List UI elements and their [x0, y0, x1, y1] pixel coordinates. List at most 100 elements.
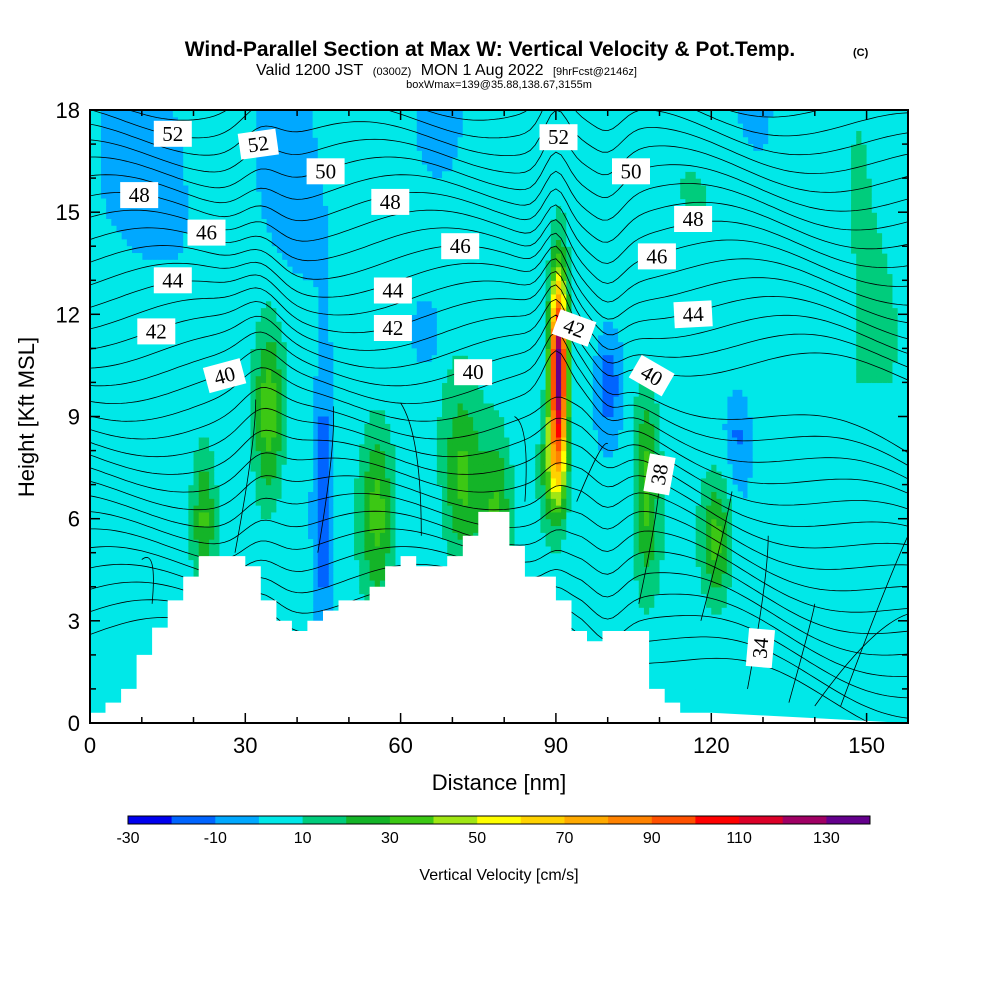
vv-cell: [229, 511, 236, 520]
vv-cell: [276, 382, 283, 390]
vv-cell: [400, 130, 407, 138]
vv-cell: [333, 150, 340, 159]
vv-cell: [110, 695, 117, 704]
vv-cell: [369, 566, 376, 574]
vv-cell: [343, 239, 350, 247]
vv-cell: [162, 355, 169, 363]
vv-cell: [100, 382, 107, 390]
vv-cell: [333, 593, 340, 601]
vv-cell: [297, 586, 303, 595]
vv-cell: [410, 273, 417, 281]
vv-cell: [115, 477, 122, 486]
vv-cell: [188, 518, 195, 527]
vv-cell: [307, 436, 314, 445]
vv-cell: [152, 362, 158, 370]
vv-cell: [136, 620, 143, 629]
vv-cell: [322, 137, 329, 145]
vv-cell: [115, 232, 122, 241]
vv-cell: [364, 484, 371, 493]
vv-cell: [359, 314, 365, 322]
vv-cell: [271, 518, 277, 527]
vv-cell: [364, 525, 371, 533]
vv-cell: [121, 368, 127, 377]
vv-cell: [410, 253, 417, 261]
vv-cell: [193, 164, 200, 172]
vv-cell: [410, 348, 417, 356]
vv-cell: [410, 225, 417, 234]
vv-cell: [209, 157, 215, 166]
vv-cell: [302, 368, 309, 377]
vv-cell: [410, 525, 417, 533]
vv-cell: [359, 178, 365, 186]
vv-cell: [131, 648, 138, 656]
vv-cell: [245, 184, 252, 193]
vv-cell: [229, 321, 236, 329]
vv-cell: [405, 457, 412, 465]
vv-cell: [203, 130, 210, 138]
vv-cell: [245, 430, 252, 438]
vv-cell: [385, 157, 391, 166]
vv-cell: [291, 443, 298, 452]
vv-cell: [271, 457, 277, 465]
vv-cell: [354, 198, 360, 206]
vv-cell: [229, 518, 236, 527]
vv-cell: [224, 532, 231, 540]
vv-cell: [234, 498, 241, 506]
vv-cell: [115, 600, 122, 608]
vv-cell: [302, 539, 309, 547]
vv-cell: [338, 232, 345, 241]
vv-cell: [188, 314, 195, 322]
vv-cell: [291, 314, 298, 322]
vv-cell: [260, 532, 267, 540]
vv-cell: [245, 389, 252, 397]
vv-cell: [271, 545, 277, 554]
vv-cell: [348, 191, 355, 200]
vv-cell: [214, 443, 221, 452]
vv-cell: [110, 341, 117, 349]
vv-cell: [162, 314, 169, 322]
vv-cell: [255, 259, 262, 268]
vv-cell: [229, 110, 236, 118]
vv-cell: [281, 484, 288, 493]
vv-cell: [379, 511, 386, 520]
vv-cell: [240, 253, 246, 261]
vv-cell: [172, 368, 179, 377]
vv-cell: [229, 539, 236, 547]
vv-cell: [141, 648, 148, 656]
vv-cell: [209, 450, 215, 458]
vv-cell: [312, 130, 319, 138]
box-wmax-info: boxWmax=139@35.88,138.67,3155m: [406, 79, 592, 91]
vv-cell: [400, 539, 407, 547]
vv-cell: [307, 382, 314, 390]
vv-cell: [183, 525, 189, 533]
vv-cell: [198, 307, 205, 315]
vv-cell: [359, 212, 365, 220]
vv-cell: [369, 573, 376, 581]
vv-cell: [245, 266, 252, 275]
vv-cell: [219, 205, 226, 213]
vv-cell: [333, 321, 340, 329]
vv-cell: [276, 253, 283, 261]
vv-cell: [152, 409, 158, 418]
vv-cell: [385, 137, 391, 145]
vv-cell: [203, 402, 210, 411]
vv-cell: [121, 436, 127, 445]
vv-cell: [126, 423, 133, 431]
vv-cell: [354, 191, 360, 200]
vv-cell: [90, 450, 96, 458]
vv-cell: [100, 491, 107, 499]
vv-cell: [178, 566, 184, 574]
vv-cell: [219, 484, 226, 493]
vv-cell: [364, 498, 371, 506]
vv-cell: [343, 321, 350, 329]
vv-cell: [214, 110, 221, 118]
vv-cell: [400, 436, 407, 445]
vv-cell: [105, 450, 112, 458]
vv-cell: [115, 559, 122, 567]
vv-cell: [95, 225, 101, 234]
vv-cell: [302, 355, 309, 363]
vv-cell: [229, 443, 236, 452]
vv-cell: [364, 341, 371, 349]
vv-cell: [400, 362, 407, 370]
